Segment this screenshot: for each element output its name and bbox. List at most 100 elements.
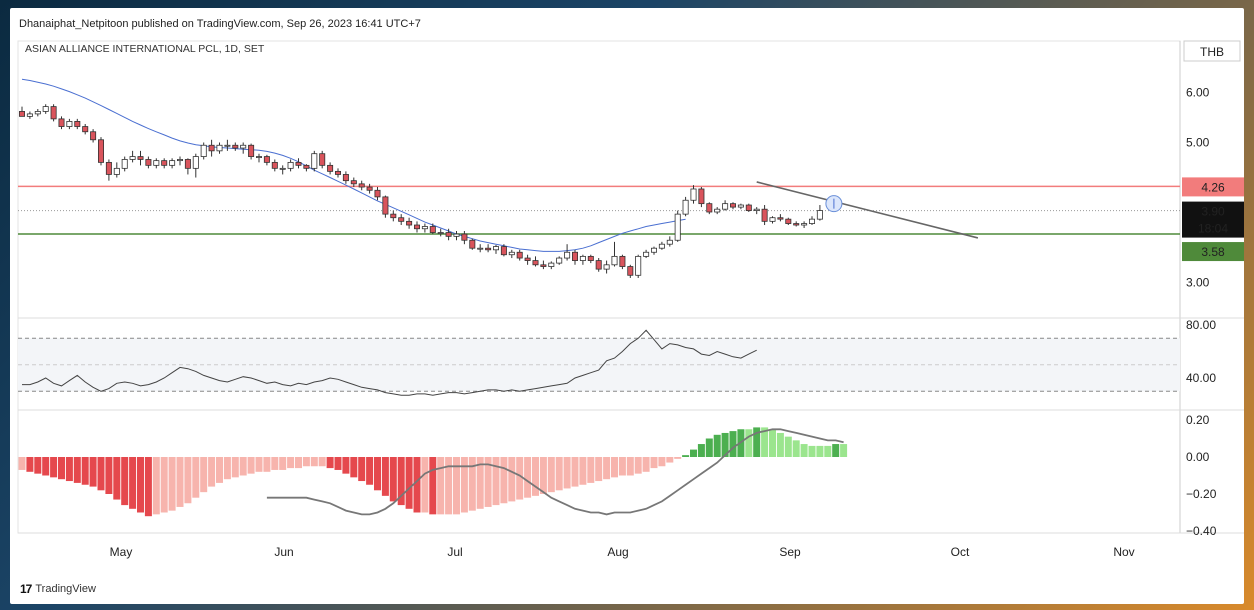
candle-body[interactable] [390, 213, 397, 219]
candle-body[interactable] [690, 188, 697, 201]
candle-body[interactable] [200, 144, 207, 157]
candle-body[interactable] [548, 262, 555, 267]
histogram-bar[interactable] [468, 457, 476, 511]
histogram-bar[interactable] [160, 457, 168, 513]
histogram-bar[interactable] [97, 457, 105, 491]
candle-body[interactable] [745, 204, 752, 211]
histogram-bar[interactable] [650, 457, 658, 469]
histogram-bar[interactable] [460, 457, 468, 513]
histogram-bar[interactable] [271, 457, 279, 470]
candle-body[interactable] [753, 208, 760, 211]
candle-body[interactable] [737, 204, 744, 208]
candle-body[interactable] [248, 144, 255, 157]
histogram-bar[interactable] [50, 457, 58, 478]
currency-box[interactable] [1183, 40, 1241, 62]
histogram-bar[interactable] [587, 457, 595, 483]
histogram-bar[interactable] [634, 457, 642, 474]
candle-body[interactable] [611, 255, 618, 266]
candle-body[interactable] [421, 226, 428, 230]
histogram-bar[interactable] [144, 457, 152, 517]
histogram-bar[interactable] [524, 457, 532, 498]
histogram-bar[interactable] [89, 457, 97, 487]
candle-body[interactable] [161, 160, 168, 166]
histogram-bar[interactable] [342, 457, 350, 474]
candle-body[interactable] [137, 156, 144, 160]
histogram-bar[interactable] [18, 457, 26, 470]
histogram-bar[interactable] [223, 457, 231, 480]
histogram-bar[interactable] [397, 457, 405, 506]
histogram-bar[interactable] [792, 440, 800, 457]
candle-body[interactable] [500, 246, 507, 256]
moving-average-line[interactable] [21, 78, 686, 252]
candle-body[interactable] [429, 226, 436, 233]
candle-body[interactable] [319, 153, 326, 166]
chart-canvas[interactable]: THB 6.00 5.00 3.00 4.26 3.90 18:04 3.58 80.00 40.… [10, 8, 1244, 604]
candle-body[interactable] [477, 247, 484, 250]
histogram-bar[interactable] [81, 457, 89, 485]
histogram-bar[interactable] [500, 457, 508, 504]
candle-body[interactable] [469, 239, 476, 249]
candle-body[interactable] [255, 156, 262, 158]
candle-body[interactable] [714, 208, 721, 213]
histogram-bar[interactable] [532, 457, 539, 496]
candle-body[interactable] [366, 186, 373, 191]
candle-body[interactable] [66, 121, 73, 127]
histogram-bar[interactable] [429, 457, 437, 515]
candle-body[interactable] [516, 251, 523, 259]
candle-body[interactable] [532, 260, 539, 266]
histogram-bar[interactable] [761, 427, 769, 457]
histogram-bar[interactable] [445, 457, 453, 515]
histogram-bar[interactable] [184, 457, 192, 504]
candle-body[interactable] [801, 223, 808, 226]
candle-body[interactable] [153, 160, 160, 166]
histogram-bar[interactable] [816, 445, 824, 457]
candle-body[interactable] [90, 131, 97, 141]
candle-body[interactable] [98, 139, 105, 163]
signal-line[interactable] [266, 428, 844, 516]
candle-body[interactable] [706, 203, 713, 213]
candle-body[interactable] [169, 160, 176, 166]
candle-body[interactable] [342, 174, 349, 182]
candle-body[interactable] [82, 126, 89, 133]
candle-body[interactable] [651, 247, 658, 253]
histogram-bar[interactable] [192, 457, 200, 498]
candle-body[interactable] [682, 199, 689, 215]
candle-body[interactable] [105, 161, 112, 175]
candle-body[interactable] [216, 144, 223, 152]
histogram-bar[interactable] [26, 457, 34, 472]
histogram-bar[interactable] [682, 455, 690, 457]
candle-body[interactable] [58, 118, 65, 127]
candle-body[interactable] [587, 255, 594, 261]
histogram-bar[interactable] [105, 457, 113, 494]
histogram-bar[interactable] [350, 457, 358, 478]
candle-body[interactable] [208, 144, 215, 152]
candle-body[interactable] [121, 159, 128, 169]
histogram-bar[interactable] [705, 438, 713, 458]
candle-body[interactable] [374, 189, 381, 198]
candle-body[interactable] [358, 183, 365, 188]
histogram-bar[interactable] [421, 457, 429, 513]
histogram-bar[interactable] [571, 457, 579, 487]
histogram-bar[interactable] [389, 457, 397, 502]
candle-body[interactable] [327, 164, 334, 172]
candle-body[interactable] [34, 111, 41, 115]
histogram-bar[interactable] [713, 434, 721, 457]
candle-body[interactable] [406, 220, 413, 226]
histogram-bar[interactable] [358, 457, 366, 482]
candle-body[interactable] [350, 180, 357, 185]
histogram-bar[interactable] [666, 457, 674, 463]
histogram-bar[interactable] [484, 457, 492, 507]
candle-body[interactable] [26, 113, 33, 117]
descending-trendline[interactable] [756, 181, 979, 239]
candle-body[interactable] [50, 106, 57, 120]
candle-body[interactable] [42, 106, 49, 112]
histogram-bar[interactable] [516, 457, 524, 500]
candle-body[interactable] [413, 224, 420, 230]
candle-body[interactable] [74, 121, 81, 127]
candle-body[interactable] [603, 264, 610, 270]
histogram-bar[interactable] [784, 436, 792, 457]
histogram-bar[interactable] [555, 457, 563, 491]
candle-body[interactable] [698, 188, 705, 205]
candle-body[interactable] [334, 170, 341, 175]
candle-body[interactable] [145, 159, 152, 166]
